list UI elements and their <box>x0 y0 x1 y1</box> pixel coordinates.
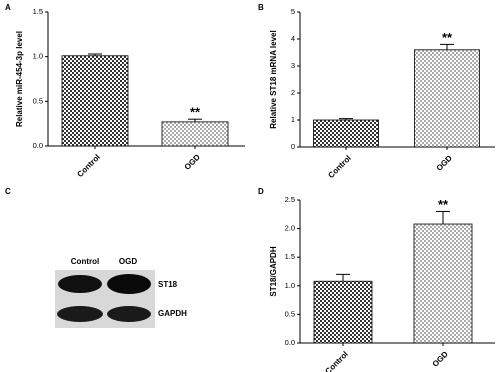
panel-label: B <box>258 3 264 12</box>
blot-column-label: Control <box>71 257 99 266</box>
error-bar <box>88 53 102 56</box>
error-bar <box>336 273 350 282</box>
error-bar <box>440 43 454 50</box>
blot-row-label: ST18 <box>158 280 178 289</box>
y-tick-label: 1.0 <box>285 281 295 290</box>
bar <box>61 55 129 147</box>
blot-band <box>58 275 102 293</box>
bar <box>413 223 473 344</box>
y-tick-label: 1.5 <box>285 252 295 261</box>
bar <box>161 121 229 147</box>
y-tick-label: 2.0 <box>285 224 295 233</box>
blot-band <box>57 306 103 322</box>
error-bar <box>436 210 450 225</box>
blot-column-label: OGD <box>119 257 137 266</box>
x-tick-label: OGD <box>431 349 450 368</box>
y-tick-label: 1.5 <box>33 7 43 16</box>
error-bar <box>188 118 202 122</box>
y-tick-label: 0.0 <box>285 338 295 347</box>
y-tick-label: 2 <box>291 88 295 97</box>
y-tick-label: 2.5 <box>285 195 295 204</box>
y-axis-label: Relative ST18 mRNA level <box>269 30 278 128</box>
blot-band <box>107 274 151 294</box>
y-tick-label: 4 <box>291 34 295 43</box>
x-tick-label: OGD <box>435 153 454 172</box>
y-tick-label: 5 <box>291 7 295 16</box>
x-tick-label: Control <box>326 154 352 180</box>
x-tick-label: Control <box>323 350 349 372</box>
x-tick-label: OGD <box>183 152 202 171</box>
bar <box>313 280 373 344</box>
blot-panel: C Control OGD ST18 GAPDH <box>5 187 187 328</box>
panel-label: D <box>258 187 264 196</box>
blot-row-label: GAPDH <box>158 309 187 318</box>
y-axis-label: ST18/GAPDH <box>269 246 278 296</box>
y-axis-label: Relative miR-454-3p level <box>15 31 24 127</box>
y-tick-label: 0.5 <box>285 309 295 318</box>
y-tick-label: 3 <box>291 61 295 70</box>
x-tick-label: Control <box>75 153 101 179</box>
panel-label: A <box>5 3 11 12</box>
y-tick-label: 0.0 <box>33 141 43 150</box>
y-tick-label: 0.5 <box>33 96 43 105</box>
blot-band <box>107 306 151 322</box>
y-tick-label: 1.0 <box>33 52 43 61</box>
panel-label: C <box>5 187 11 196</box>
y-tick-label: 1 <box>291 115 295 124</box>
annotation: ** <box>438 197 449 212</box>
annotation: ** <box>442 30 453 45</box>
error-bar <box>339 118 353 120</box>
annotation: ** <box>190 105 201 120</box>
bar <box>414 49 480 148</box>
bar <box>313 119 379 148</box>
y-tick-label: 0 <box>291 142 295 151</box>
